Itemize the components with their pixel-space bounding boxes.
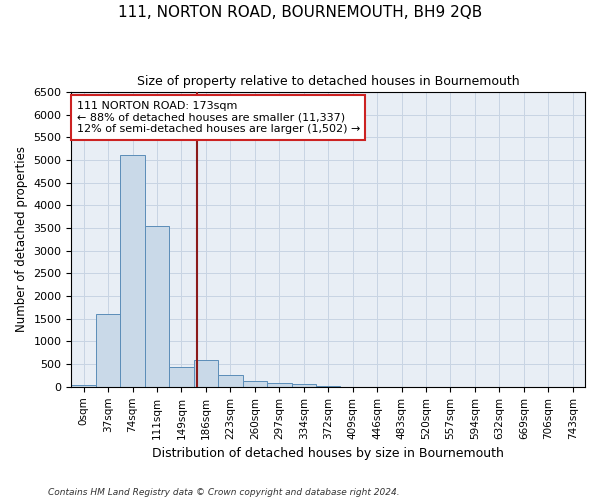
Bar xyxy=(121,156,145,387)
Bar xyxy=(316,386,340,387)
Title: Size of property relative to detached houses in Bournemouth: Size of property relative to detached ho… xyxy=(137,75,520,88)
Text: 111 NORTON ROAD: 173sqm
← 88% of detached houses are smaller (11,337)
12% of sem: 111 NORTON ROAD: 173sqm ← 88% of detache… xyxy=(77,101,360,134)
Bar xyxy=(71,384,96,387)
Bar xyxy=(292,384,316,387)
Text: 111, NORTON ROAD, BOURNEMOUTH, BH9 2QB: 111, NORTON ROAD, BOURNEMOUTH, BH9 2QB xyxy=(118,5,482,20)
X-axis label: Distribution of detached houses by size in Bournemouth: Distribution of detached houses by size … xyxy=(152,447,504,460)
Bar xyxy=(194,360,218,387)
Bar xyxy=(145,226,169,387)
Text: Contains HM Land Registry data © Crown copyright and database right 2024.: Contains HM Land Registry data © Crown c… xyxy=(48,488,400,497)
Bar xyxy=(267,382,292,387)
Bar xyxy=(96,314,121,387)
Y-axis label: Number of detached properties: Number of detached properties xyxy=(15,146,28,332)
Bar xyxy=(169,368,194,387)
Bar xyxy=(242,381,267,387)
Bar xyxy=(218,374,242,387)
